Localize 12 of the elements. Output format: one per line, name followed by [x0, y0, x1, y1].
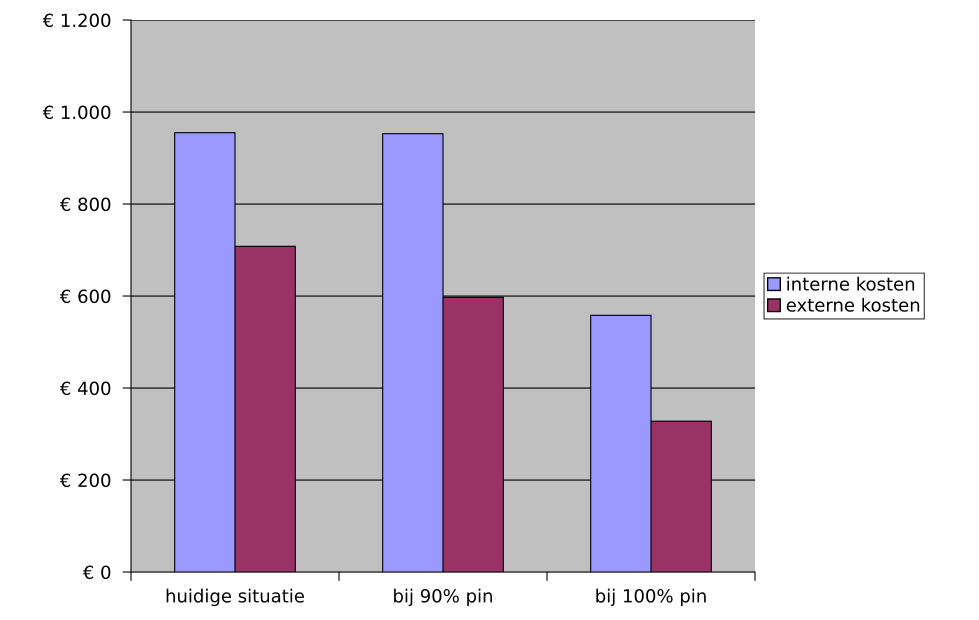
y-tick-label: € 400: [60, 381, 110, 396]
legend-label: externe kosten: [786, 298, 920, 312]
y-tick-label: € 200: [60, 473, 110, 488]
y-tick-label: € 0: [82, 565, 110, 580]
y-tick-label: € 1.000: [42, 105, 110, 120]
x-tick-label: bij 90% pin: [394, 588, 492, 606]
y-tick-label: € 800: [60, 197, 110, 212]
y-tick-label: € 600: [60, 289, 110, 304]
x-tick-label: bij 100% pin: [596, 588, 706, 606]
y-tick-label: € 1.200: [42, 13, 110, 28]
x-tick-label: huidige situatie: [166, 588, 304, 606]
legend-label: interne kosten: [787, 276, 914, 291]
